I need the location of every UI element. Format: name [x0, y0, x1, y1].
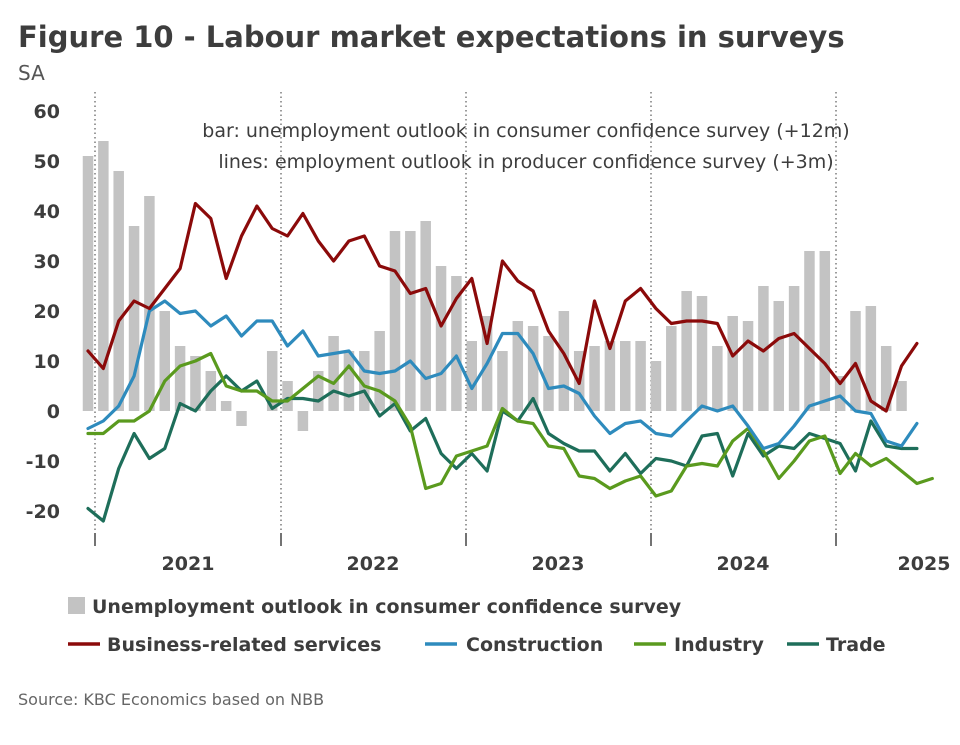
bar-series	[82, 141, 907, 431]
bar	[451, 276, 462, 411]
bar	[313, 371, 324, 411]
x-tick-label: 2024	[717, 553, 770, 575]
bar	[82, 156, 94, 411]
y-tick-label: 20	[34, 301, 60, 323]
bar	[144, 196, 155, 411]
chart-title: Figure 10 - Labour market expectations i…	[18, 20, 845, 54]
y-axis: 60 50 40 30 20 10 0 -10 -20	[26, 101, 60, 523]
bar	[113, 171, 124, 411]
bar	[297, 411, 309, 431]
legend-label: Trade	[826, 634, 886, 656]
series-line-construction	[86, 299, 919, 451]
bar	[435, 266, 447, 411]
bar	[527, 326, 539, 411]
bar	[788, 286, 800, 411]
y-tick-label: 50	[34, 151, 60, 173]
bar	[343, 351, 355, 411]
bar	[742, 321, 754, 411]
x-axis: 2021 2022 2023 2024 2025	[162, 553, 951, 575]
bar	[174, 346, 186, 411]
y-tick-label: 0	[47, 401, 60, 423]
bar	[328, 336, 339, 411]
bar	[128, 226, 140, 411]
bar	[819, 251, 831, 411]
bar	[589, 346, 600, 411]
bar	[896, 381, 907, 411]
year-separators	[94, 92, 837, 546]
bar	[236, 411, 247, 426]
bar	[880, 346, 892, 411]
bar	[666, 326, 677, 411]
chart-subtitle: SA	[18, 61, 45, 85]
bar	[374, 331, 385, 411]
bar	[543, 336, 554, 411]
y-tick-label: 60	[34, 101, 60, 123]
chart-source: Source: KBC Economics based on NBB	[18, 690, 324, 709]
bar	[758, 286, 769, 411]
bar	[727, 316, 738, 411]
bar	[420, 221, 431, 411]
y-tick-label: -20	[26, 501, 60, 523]
bar	[512, 321, 524, 411]
bar	[850, 311, 861, 411]
bar	[558, 311, 570, 411]
annotation-bars: bar: unemployment outlook in consumer co…	[202, 120, 849, 142]
bar	[773, 301, 784, 411]
x-tick-label: 2022	[347, 553, 400, 575]
legend-label: Unemployment outlook in consumer confide…	[92, 596, 682, 618]
bar	[804, 251, 815, 411]
series-line-industry	[86, 351, 934, 498]
x-tick-label: 2023	[532, 553, 585, 575]
legend-swatch-bar	[68, 597, 85, 614]
y-tick-label: 10	[34, 351, 60, 373]
bar	[98, 141, 109, 411]
bar	[604, 341, 616, 411]
line-series	[86, 201, 934, 523]
y-tick-label: 30	[34, 251, 60, 273]
legend-label: Business-related services	[107, 634, 381, 656]
bar	[865, 306, 877, 411]
bar	[834, 376, 846, 411]
bar	[620, 341, 631, 411]
bar	[159, 311, 170, 411]
bar	[220, 401, 232, 411]
bar	[359, 351, 370, 411]
bar	[190, 356, 201, 411]
series-line-business-related-services	[86, 201, 919, 413]
legend-label: Industry	[674, 634, 764, 656]
bar	[389, 231, 401, 411]
legend: Unemployment outlook in consumer confide…	[68, 596, 886, 656]
bar	[650, 361, 662, 411]
bar	[635, 341, 646, 411]
bar	[266, 351, 278, 411]
bar	[282, 381, 293, 411]
y-tick-label: 40	[34, 201, 60, 223]
bar	[712, 346, 723, 411]
bar	[405, 231, 416, 411]
bar	[466, 341, 477, 411]
bar	[696, 296, 708, 411]
y-tick-label: -10	[26, 451, 60, 473]
bar	[497, 351, 508, 411]
bar	[681, 291, 692, 411]
x-tick-label: 2021	[162, 553, 215, 575]
x-tick-label: 2025	[898, 553, 951, 575]
legend-label: Construction	[466, 634, 603, 656]
annotation-lines: lines: employment outlook in producer co…	[218, 151, 833, 173]
